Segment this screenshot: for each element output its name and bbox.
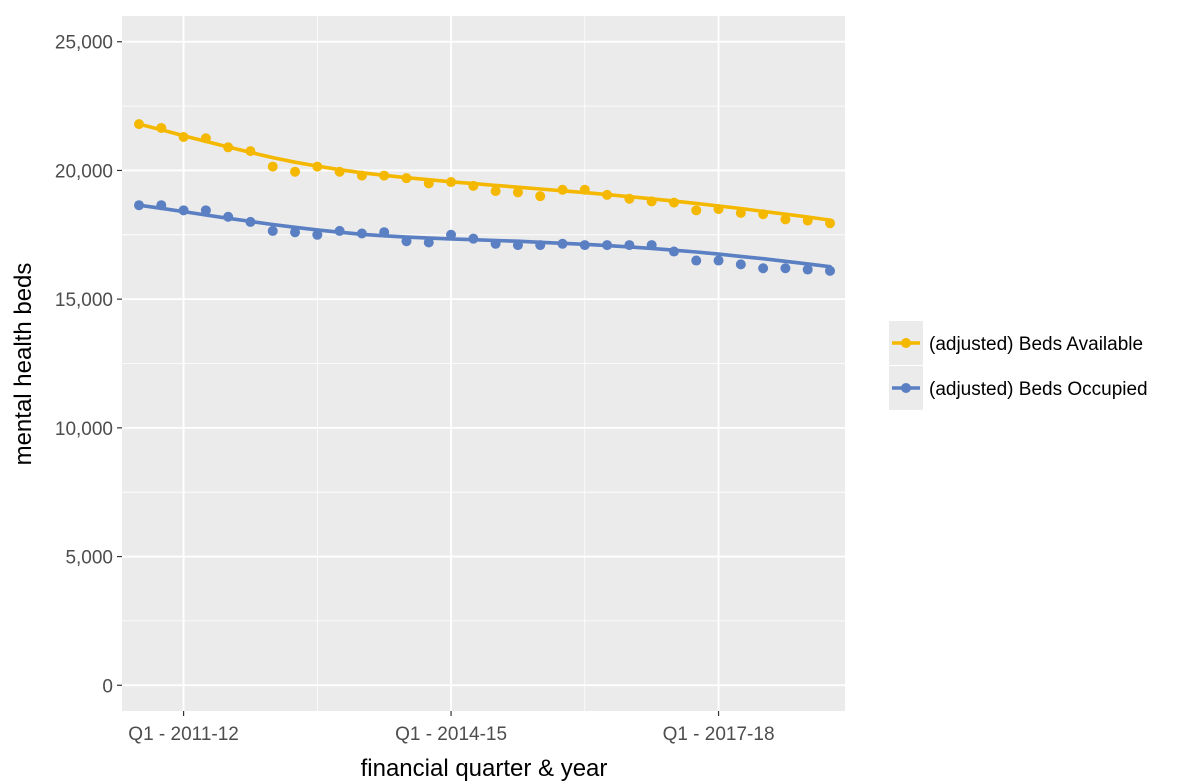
data-point-series-1 (312, 161, 323, 172)
data-point-series-1 (490, 186, 501, 197)
data-point-series-1 (401, 173, 412, 184)
data-point-series-1 (156, 122, 167, 133)
data-point-series-1 (825, 218, 835, 229)
data-points (134, 119, 835, 276)
y-tick-label: 20,000 (55, 161, 113, 182)
data-point-series-1 (245, 146, 256, 157)
data-point-series-1 (646, 196, 657, 207)
data-point-series-2 (267, 225, 278, 236)
y-tick-label: 25,000 (55, 33, 113, 54)
y-axis-title: mental health beds (10, 263, 37, 466)
data-point-series-2 (312, 229, 323, 240)
y-tick-label: 0 (102, 676, 113, 697)
x-tick-label: Q1 - 2011-12 (128, 724, 239, 745)
legend-key-point (901, 338, 911, 348)
data-point-series-2 (825, 265, 835, 276)
y-axis: 0 5,000 10,000 15,000 20,000 25,000 (55, 33, 122, 697)
data-point-series-1 (446, 177, 457, 188)
x-axis-title: financial quarter & year (361, 755, 608, 782)
data-point-series-2 (379, 227, 390, 238)
legend: (adjusted) Beds Available (adjusted) Beds… (889, 321, 1148, 410)
data-point-series-1 (624, 193, 635, 204)
data-point-series-1 (512, 187, 523, 198)
major-gridlines (122, 16, 845, 711)
data-point-series-2 (802, 264, 813, 275)
data-point-series-2 (401, 236, 412, 247)
data-point-series-2 (468, 233, 479, 244)
data-point-series-2 (579, 240, 590, 251)
data-point-series-2 (490, 238, 501, 249)
data-point-series-1 (668, 197, 679, 208)
data-point-series-2 (646, 240, 657, 251)
data-point-series-1 (780, 214, 791, 225)
data-point-series-1 (691, 205, 702, 216)
data-point-series-1 (267, 161, 278, 172)
data-point-series-2 (245, 216, 256, 227)
y-tick-label: 10,000 (55, 419, 113, 440)
legend-key-point (901, 383, 911, 393)
data-point-series-2 (356, 228, 367, 239)
y-tick-label: 5,000 (65, 548, 113, 569)
data-point-series-1 (223, 142, 234, 153)
data-point-series-2 (713, 255, 724, 266)
data-point-series-2 (535, 240, 546, 251)
data-point-series-1 (134, 119, 144, 130)
data-point-series-1 (535, 191, 546, 202)
data-point-series-2 (200, 205, 211, 216)
data-point-series-1 (379, 170, 390, 181)
data-point-series-2 (223, 211, 234, 222)
data-point-series-2 (691, 255, 702, 266)
data-point-series-1 (356, 170, 367, 181)
data-point-series-1 (758, 209, 769, 220)
data-point-series-2 (334, 225, 345, 236)
legend-label: (adjusted) Beds Available (929, 334, 1143, 355)
y-tick-label: 15,000 (55, 290, 113, 311)
legend-label: (adjusted) Beds Occupied (929, 379, 1148, 400)
data-point-series-1 (200, 133, 211, 144)
data-point-series-1 (423, 178, 434, 189)
data-point-series-2 (780, 263, 791, 274)
data-point-series-2 (624, 240, 635, 251)
data-point-series-1 (735, 207, 746, 218)
data-point-series-2 (512, 240, 523, 251)
data-point-series-1 (557, 184, 568, 195)
data-point-series-1 (334, 166, 345, 177)
x-axis: Q1 - 2011-12 Q1 - 2014-15 Q1 - 2017-18 (128, 711, 775, 745)
data-point-series-2 (156, 200, 167, 211)
data-point-series-2 (134, 200, 144, 211)
data-point-series-2 (178, 205, 189, 216)
data-point-series-1 (602, 189, 613, 200)
data-point-series-1 (178, 131, 189, 142)
data-point-series-1 (579, 184, 590, 195)
data-point-series-1 (468, 180, 479, 191)
x-tick-label: Q1 - 2017-18 (663, 724, 775, 745)
data-point-series-2 (602, 240, 613, 251)
data-point-series-2 (735, 259, 746, 270)
data-point-series-2 (668, 246, 679, 257)
minor-gridlines (122, 16, 845, 711)
data-point-series-2 (758, 263, 769, 274)
data-point-series-2 (423, 237, 434, 248)
data-point-series-1 (802, 215, 813, 226)
data-point-series-2 (290, 227, 301, 238)
data-point-series-1 (290, 166, 301, 177)
data-point-series-1 (713, 204, 724, 215)
x-tick-label: Q1 - 2014-15 (395, 724, 507, 745)
data-point-series-2 (446, 229, 457, 240)
data-point-series-2 (557, 238, 568, 249)
